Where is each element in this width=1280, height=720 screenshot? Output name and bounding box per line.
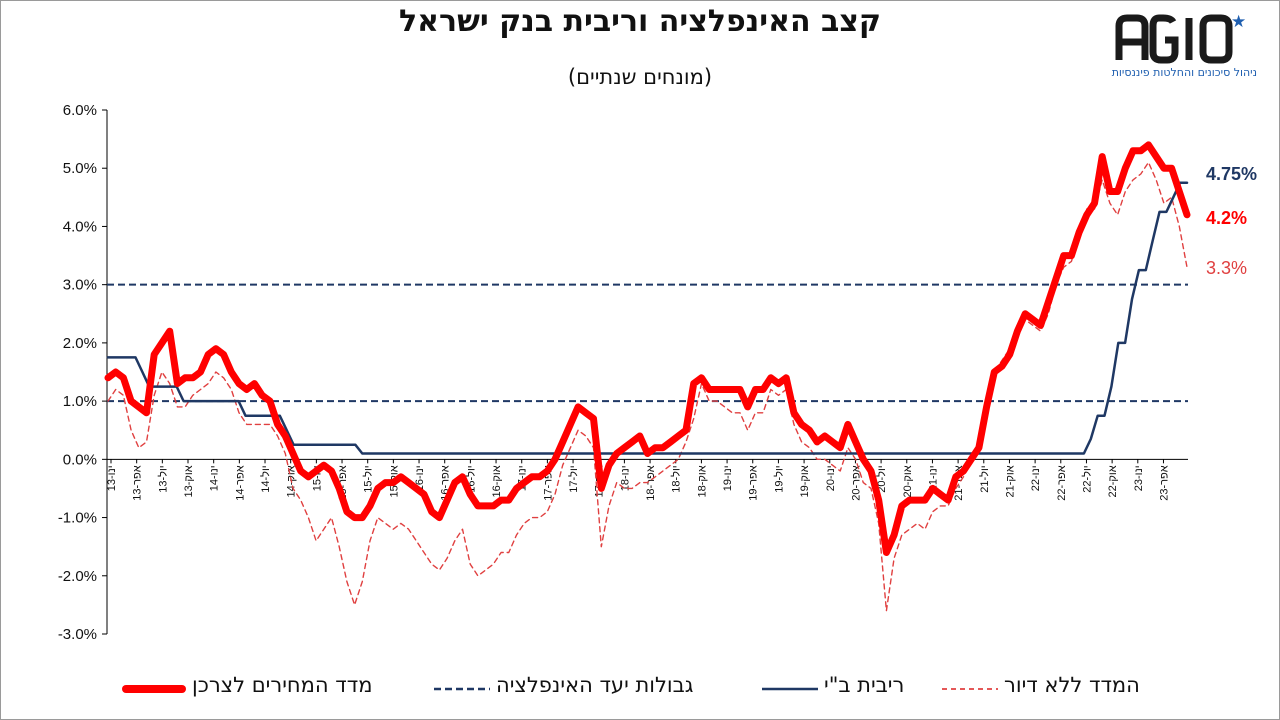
x-tick-label: אוק-16 (491, 465, 503, 497)
x-tick-label: אפר-23 (1158, 465, 1170, 500)
x-tick-label: אוק-22 (1107, 465, 1119, 497)
x-tick-label: אפר-22 (1056, 465, 1068, 500)
line-chart: 6.0% 5.0% 4.0% 3.0% 2.0% 1.0% 0.0% -1.0% -2.0% -3… (58, 102, 1257, 643)
x-tick-label: ינו-13 (106, 465, 118, 491)
x-tick-label: ינו-23 (1133, 465, 1145, 491)
x-tick-label: ינו-18 (619, 465, 631, 491)
y-tick-label: -1.0% (58, 510, 97, 527)
y-tick-label: 0.0% (63, 451, 97, 468)
x-tick-label: אוק-19 (799, 465, 811, 497)
y-tick-label: 3.0% (63, 277, 97, 294)
legend-swatch-core (942, 688, 998, 690)
end-label-cpi: 4.2% (1206, 208, 1247, 228)
x-tick-label: יול-17 (567, 465, 580, 492)
x-tick-label: יול-22 (1080, 465, 1093, 492)
x-tick-label: ינו-21 (927, 465, 939, 491)
company-logo: ★ ניהול סיכונים והחלטות פיננסיות (1085, 14, 1265, 84)
x-tick-label: אוק-21 (1004, 465, 1016, 497)
star-icon: ★ (1231, 12, 1247, 32)
inflation-target-lines (107, 283, 1188, 403)
y-tick-label: 1.0% (63, 393, 97, 410)
legend-item-target: גבולות יעד האינפלציה (432, 668, 742, 702)
logo-wordmark-graphic (1115, 14, 1233, 64)
x-tick-label: ינו-20 (825, 465, 837, 491)
x-tick-label: יול-13 (156, 465, 169, 492)
x-tick-label: אפר-13 (132, 465, 144, 500)
x-tick-label: יול-21 (978, 465, 991, 492)
x-tick-label: ינו-14 (209, 465, 221, 491)
chart-title: קצב האינפלציה וריבית בנק ישראל (399, 4, 881, 39)
end-label-core: 3.3% (1206, 258, 1247, 278)
x-tick-label: יול-19 (772, 465, 785, 492)
legend-swatch-target (434, 687, 490, 691)
x-tick-label: אוק-13 (183, 465, 195, 497)
x-tick-label: אוק-20 (902, 465, 914, 497)
y-tick-label: -2.0% (58, 568, 97, 585)
legend-label-target: גבולות יעד האינפלציה (496, 673, 694, 697)
x-tick-label: יול-14 (259, 465, 272, 492)
x-tick-label: יול-15 (362, 465, 375, 492)
x-tick-label: אפר-19 (748, 465, 760, 500)
legend-item-rate: ריבית ב"י (760, 668, 930, 702)
end-label-rate: 4.75% (1206, 164, 1257, 184)
legend-item-cpi: מדד המחירים לצרכן (118, 668, 408, 702)
y-tick-label: 5.0% (63, 160, 97, 177)
legend-label-rate: ריבית ב"י (824, 673, 905, 697)
x-tick-label: אוק-18 (696, 465, 708, 497)
legend-label-cpi: מדד המחירים לצרכן (192, 673, 373, 697)
end-labels: 4.75% 4.2% 3.3% (1206, 164, 1257, 278)
legend-swatch-rate (762, 687, 818, 691)
series-layer (104, 141, 1191, 612)
chart-legend: מדד המחירים לצרכן גבולות יעד האינפלציה ר… (0, 668, 1280, 702)
y-tick-label: 2.0% (63, 335, 97, 352)
chart-axes: 6.0% 5.0% 4.0% 3.0% 2.0% 1.0% 0.0% -1.0% -2.0% -3… (58, 102, 1188, 643)
x-tick-label: אפר-14 (234, 465, 246, 500)
chart-subtitle: (מונחים שנתיים) (567, 65, 713, 89)
y-tick-label: 4.0% (63, 218, 97, 235)
series-core-line (107, 161, 1188, 612)
x-tick-label: ינו-22 (1030, 465, 1042, 491)
legend-swatch-cpi (122, 685, 186, 693)
x-tick-label: ינו-19 (722, 465, 734, 491)
series-cpi-line (104, 141, 1191, 556)
logo-tagline: ניהול סיכונים והחלטות פיננסיות (1111, 66, 1257, 79)
legend-item-core: המדד ללא דיור (940, 668, 1180, 702)
x-tick-label: יול-18 (670, 465, 683, 492)
logo-wordmark (1115, 12, 1233, 76)
x-tick-label: אפר-18 (645, 465, 657, 500)
x-tick-label: אפר-20 (850, 465, 862, 500)
y-tick-label: 6.0% (63, 102, 97, 119)
legend-label-core: המדד ללא דיור (1004, 673, 1140, 697)
y-tick-label: -3.0% (58, 626, 97, 643)
